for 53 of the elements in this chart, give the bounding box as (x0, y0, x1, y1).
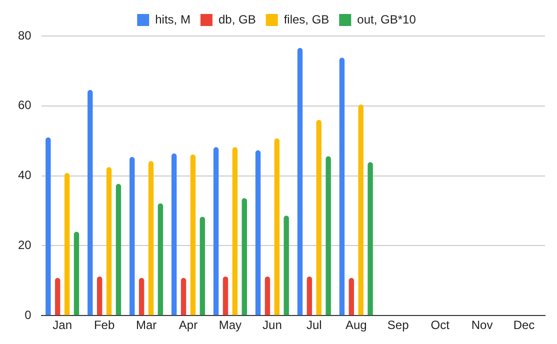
bar (264, 276, 270, 316)
x-tick-label: Jan (52, 318, 72, 332)
bar (368, 162, 373, 316)
y-tick-label: 60 (18, 98, 32, 112)
bar (88, 90, 93, 316)
bar (284, 216, 289, 316)
bar (158, 203, 164, 316)
bar (190, 154, 196, 316)
x-tick-label: Nov (471, 318, 493, 332)
legend-label: hits, M (155, 12, 190, 26)
x-tick-label: Apr (178, 318, 198, 332)
bar (274, 138, 280, 316)
bar (116, 184, 122, 316)
bar (348, 278, 354, 316)
x-tick-label: May (218, 318, 242, 332)
x-tick-label: Dec (513, 318, 535, 332)
bar (64, 173, 70, 316)
bar (326, 156, 331, 316)
bar (46, 137, 51, 316)
bar (148, 161, 154, 316)
bar (106, 167, 112, 316)
bar (130, 156, 135, 316)
bar (358, 104, 364, 316)
legend-label: out, GB*10 (357, 12, 416, 26)
bar (242, 198, 247, 316)
y-tick-label: 0 (24, 308, 32, 322)
bar (138, 278, 144, 316)
bar (171, 153, 177, 316)
x-tick-label: Aug (345, 318, 367, 332)
bar (55, 278, 60, 316)
bar (339, 58, 345, 316)
x-tick-label: Oct (430, 318, 450, 332)
x-tick-label: Sep (387, 318, 410, 332)
legend-label: files, GB (284, 12, 330, 26)
bar (200, 216, 206, 316)
x-tick-label: Jun (262, 318, 282, 332)
x-tick-label: Feb (94, 318, 115, 332)
y-tick-label: 20 (18, 238, 32, 252)
y-tick-label: 40 (18, 168, 32, 182)
bar (316, 120, 322, 316)
bar (255, 150, 261, 316)
bar (222, 276, 228, 316)
x-tick-label: Mar (136, 318, 157, 332)
y-tick-label: 80 (18, 28, 32, 42)
bar (213, 147, 219, 316)
x-tick-label: Jul (306, 318, 322, 332)
bar (306, 276, 312, 316)
bar (232, 147, 238, 316)
bar (74, 232, 80, 316)
bar (180, 278, 186, 316)
bar (297, 48, 303, 316)
legend-label: db, GB (218, 12, 256, 26)
bar (96, 276, 102, 316)
